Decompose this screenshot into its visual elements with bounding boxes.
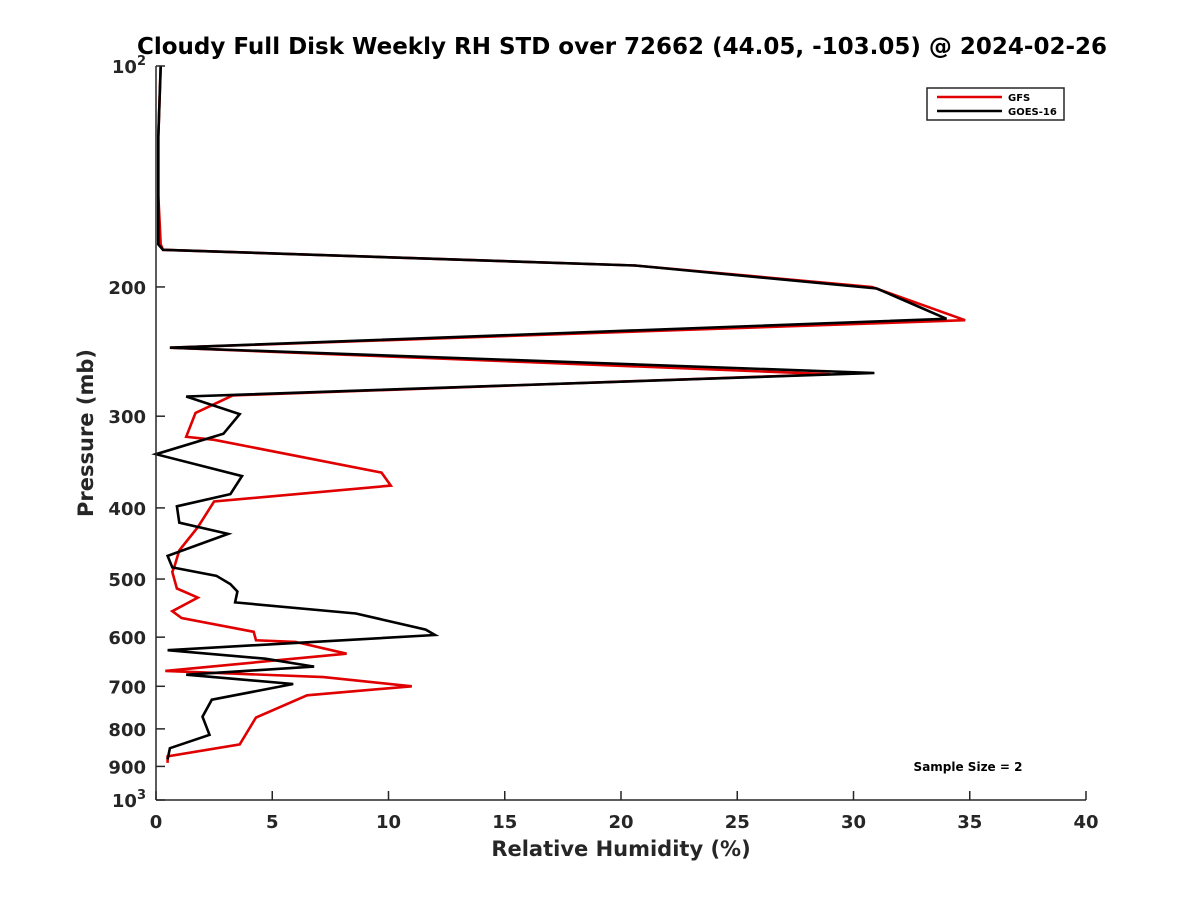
y-axis-label: Pressure (mb) bbox=[74, 349, 98, 517]
series-line-goes-16 bbox=[151, 65, 948, 760]
y-tick-label: 900 bbox=[108, 757, 146, 778]
y-tick-label: 300 bbox=[108, 407, 146, 428]
legend-box bbox=[926, 87, 1065, 121]
sample-size-annotation: Sample Size = 2 bbox=[914, 760, 1023, 774]
y-tick-label: 800 bbox=[108, 720, 146, 741]
x-tick-label: 35 bbox=[957, 812, 982, 833]
y-tick-label: 400 bbox=[108, 499, 146, 520]
x-tick-label: 40 bbox=[1073, 812, 1098, 833]
x-axis-label: Relative Humidity (%) bbox=[491, 837, 750, 861]
y-ticks: 102 200 300 400 500 600 700 800 900 103 bbox=[108, 54, 165, 812]
y-tick-label: 600 bbox=[108, 628, 146, 649]
x-ticks: 0 5 10 15 20 25 30 35 40 bbox=[150, 791, 1099, 833]
x-tick-label: 30 bbox=[841, 812, 866, 833]
legend-label-gfs: GFS bbox=[1008, 93, 1030, 104]
x-tick-label: 15 bbox=[492, 812, 517, 833]
y-tick-label: 102 bbox=[112, 54, 146, 78]
legend: GFS GOES-16 bbox=[926, 87, 1065, 121]
series-layer bbox=[151, 65, 966, 763]
axes bbox=[155, 66, 1086, 801]
y-tick-label: 200 bbox=[108, 278, 146, 299]
series-line-gfs bbox=[157, 65, 966, 763]
y-tick-label: 103 bbox=[112, 788, 146, 812]
chart-title: Cloudy Full Disk Weekly RH STD over 7266… bbox=[137, 34, 1107, 60]
x-tick-label: 0 bbox=[150, 812, 163, 833]
legend-label-goes16: GOES-16 bbox=[1008, 107, 1057, 118]
y-tick-label: 700 bbox=[108, 677, 146, 698]
y-tick-label: 500 bbox=[108, 570, 146, 591]
x-tick-label: 25 bbox=[725, 812, 750, 833]
x-tick-label: 20 bbox=[608, 812, 633, 833]
x-tick-label: 5 bbox=[266, 812, 279, 833]
x-tick-label: 10 bbox=[376, 812, 401, 833]
